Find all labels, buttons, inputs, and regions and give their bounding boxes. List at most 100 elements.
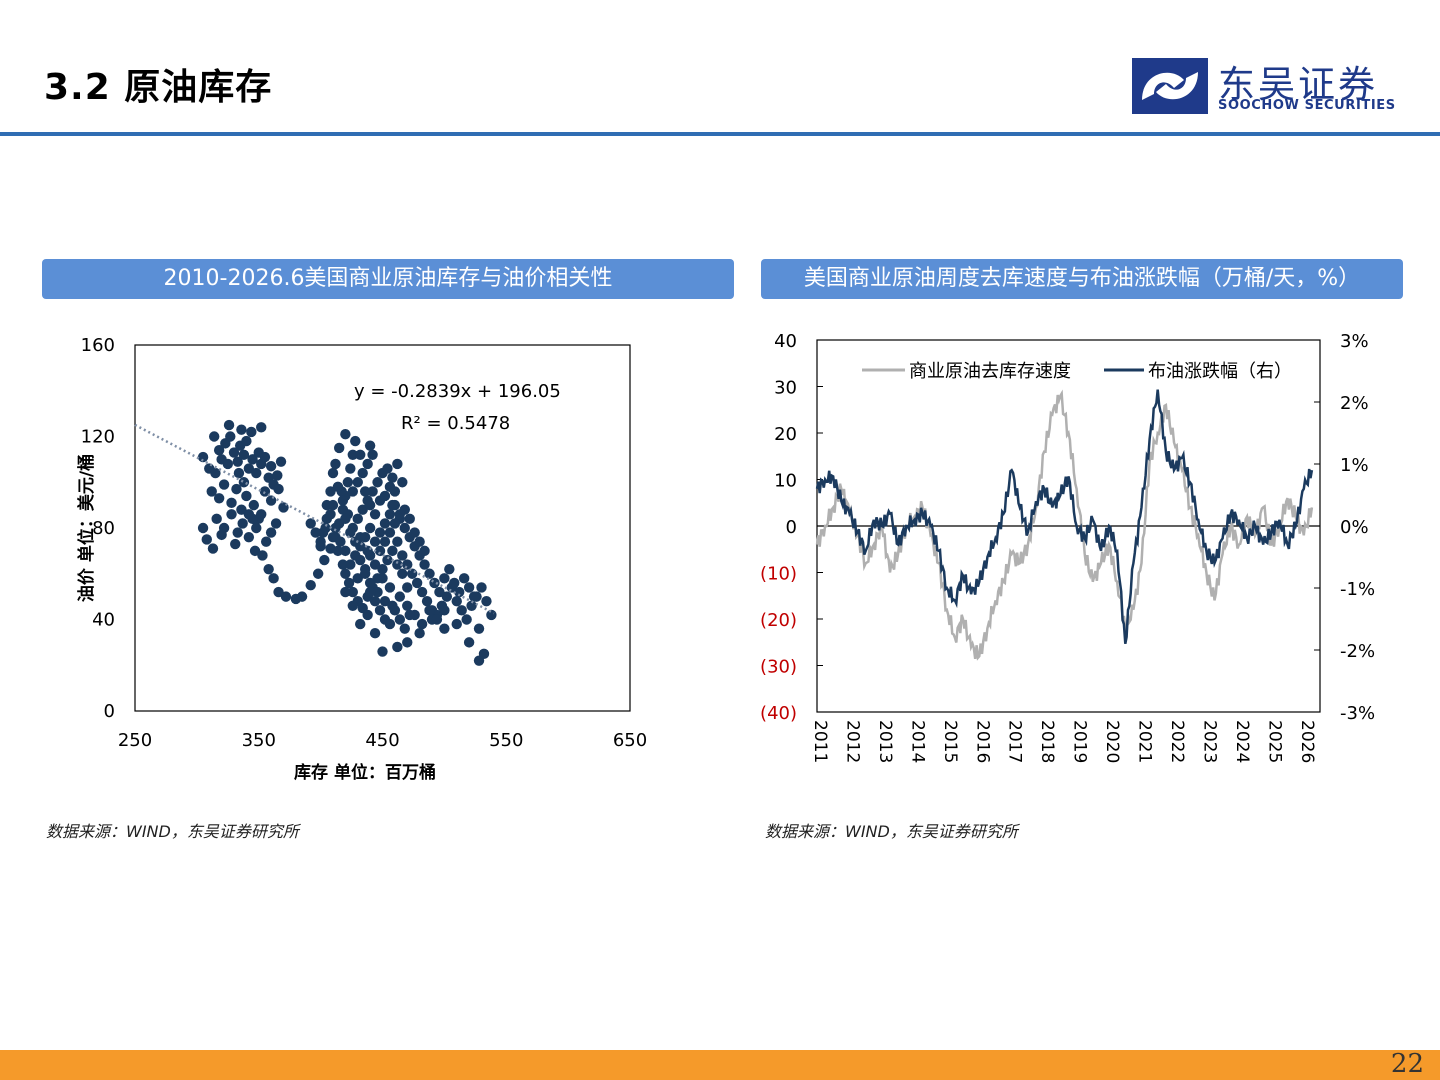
- scatter-point: [389, 605, 401, 616]
- scatter-point: [362, 609, 373, 621]
- scatter-point: [216, 529, 227, 541]
- x-tick-label: 2016: [972, 720, 992, 763]
- legend-label-inventory: 商业原油去库存速度: [909, 361, 1071, 382]
- scatter-point: [402, 637, 413, 648]
- left-chart-source: 数据来源：WIND，东吴证券研究所: [46, 822, 299, 841]
- scatter-point: [280, 591, 292, 602]
- x-axis-ticks: 2011 2012 2013 2014 2015 2016 2017 2018 2019 2020…: [810, 720, 1317, 763]
- scatter-point: [449, 577, 460, 589]
- scatter-point: [439, 605, 450, 616]
- scatter-point: [259, 451, 271, 463]
- scatter-point: [379, 518, 391, 529]
- scatter-point: [372, 477, 383, 488]
- scatter-point: [352, 573, 363, 584]
- x-tick-label: 2020: [1102, 720, 1122, 763]
- scatter-point: [243, 509, 255, 520]
- scatter-point: [409, 527, 420, 538]
- right-y-tick-label: -3%: [1340, 703, 1375, 724]
- scatter-point: [387, 499, 398, 511]
- scatter-point: [402, 582, 413, 593]
- x-tick-label: 2012: [842, 720, 862, 763]
- scatter-point: [399, 623, 410, 634]
- page-title: 3.2 原油库存: [44, 67, 273, 108]
- scatter-point: [384, 509, 396, 520]
- scatter-point: [345, 463, 356, 474]
- scatter-point: [387, 472, 398, 483]
- scatter-point: [414, 628, 425, 639]
- scatter-point: [225, 431, 236, 442]
- right-y-tick-label: 1%: [1340, 455, 1369, 476]
- scatter-point: [333, 442, 345, 454]
- x-tick-label: 450: [365, 730, 399, 751]
- scatter-point: [230, 538, 241, 550]
- scatter-point: [256, 422, 267, 433]
- scatter-point: [249, 545, 261, 557]
- scatter-point: [384, 527, 396, 538]
- scatter-point: [411, 577, 423, 589]
- scatter-point: [223, 419, 235, 431]
- scatter-point: [265, 461, 277, 472]
- y-tick-label: 120: [81, 427, 115, 448]
- scatter-point: [273, 483, 284, 495]
- left-y-tick-label: 10: [774, 471, 797, 492]
- y-axis-label: 油价 单位：美元/桶: [76, 454, 97, 602]
- x-axis-label: 库存 单位：百万桶: [294, 762, 436, 783]
- scatter-point: [466, 600, 477, 611]
- scatter-point: [232, 456, 243, 467]
- scatter-point: [399, 504, 410, 515]
- scatter-point: [335, 536, 346, 547]
- scatter-point: [296, 591, 308, 602]
- scatter-point: [340, 429, 351, 440]
- x-tick-label: 2023: [1199, 720, 1219, 763]
- scatter-point: [379, 596, 391, 607]
- scatter-point: [424, 568, 435, 579]
- left-y-axis-ticks: 40 30 20 10 0 (10) (20) (30) (40): [760, 331, 823, 724]
- scatter-point: [387, 545, 398, 557]
- line-chart: 40 30 20 10 0 (10) (20) (30) (40) 3% 2% 1% 0% -1% -2%…: [760, 331, 1375, 763]
- scatter-point: [340, 568, 351, 579]
- scatter-point: [236, 424, 247, 435]
- right-y-tick-label: 2%: [1340, 393, 1369, 414]
- scatter-point: [347, 586, 358, 598]
- scatter-point: [421, 596, 433, 607]
- scatter-point: [419, 545, 430, 557]
- scatter-point: [312, 568, 324, 579]
- x-tick-label: 250: [118, 730, 152, 751]
- scatter-point: [259, 486, 271, 497]
- scatter-point: [379, 536, 391, 547]
- scatter-point: [414, 536, 425, 547]
- scatter-point: [265, 527, 277, 538]
- scatter-point: [434, 586, 445, 598]
- scatter-point: [404, 609, 415, 621]
- scatter-point: [364, 577, 376, 589]
- scatter-point: [359, 568, 371, 579]
- scatter-point: [270, 518, 282, 529]
- scatter-point: [320, 522, 331, 534]
- scatter-point: [384, 618, 396, 630]
- scatter-point: [246, 426, 257, 438]
- scatter-point: [374, 527, 386, 538]
- scatter-point: [275, 456, 287, 467]
- scatter-point: [237, 518, 248, 529]
- scatter-point: [201, 534, 212, 545]
- scatter-point: [382, 554, 393, 566]
- left-panel-title: 2010-2026.6美国商业原油库存与油价相关性: [42, 259, 734, 299]
- scatter-point: [347, 486, 358, 497]
- left-y-tick-label: (30): [760, 657, 797, 678]
- scatter-point: [441, 591, 453, 602]
- scatter-point: [257, 550, 268, 561]
- right-chart-source: 数据来源：WIND，东吴证券研究所: [765, 822, 1018, 841]
- left-y-tick-label: (40): [760, 703, 797, 724]
- scatter-point: [486, 609, 497, 621]
- scatter-point: [248, 499, 259, 511]
- x-tick-label: 2019: [1070, 720, 1090, 763]
- scatter-point: [211, 513, 222, 525]
- scatter-chart: 250 350 450 550 650 0 40 80 120 160 y = -0.2839x…: [76, 335, 647, 783]
- scatter-point: [233, 467, 245, 479]
- x-axis-ticks: 250 350 450 550 650: [118, 730, 647, 751]
- scatter-point: [364, 499, 376, 511]
- scatter-point: [367, 449, 378, 460]
- scatter-point: [454, 586, 465, 598]
- scatter-point: [458, 573, 470, 584]
- scatter-point: [236, 504, 247, 515]
